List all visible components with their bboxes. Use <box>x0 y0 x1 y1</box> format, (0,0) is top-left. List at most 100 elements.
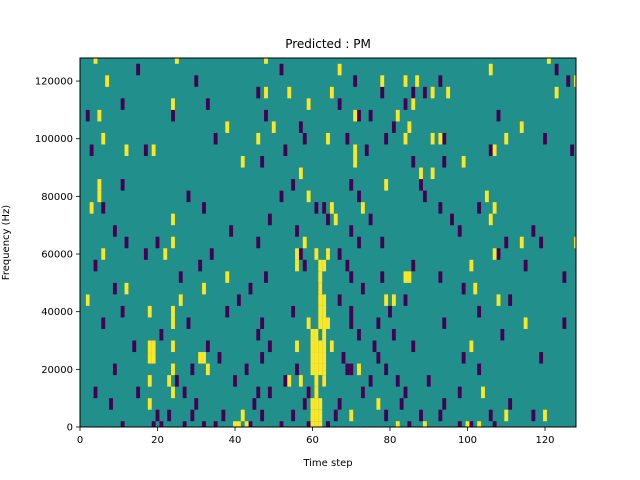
heatmap-cell-low <box>349 179 354 191</box>
heatmap-cell-high <box>353 156 358 168</box>
heatmap-cell-high <box>318 317 323 329</box>
heatmap-cell-high <box>322 340 327 353</box>
heatmap-cell-low <box>337 248 342 260</box>
heatmap-cell-low <box>256 236 261 249</box>
heatmap-cell-high <box>310 352 315 364</box>
heatmap-cell-low <box>422 190 427 203</box>
heatmap-cell-high <box>101 132 106 145</box>
heatmap-cell-low <box>554 63 559 76</box>
heatmap-cell-high <box>93 58 98 64</box>
heatmap-cell-high <box>326 132 330 145</box>
heatmap-cell-low <box>337 98 342 110</box>
heatmap-cell-low <box>109 398 113 410</box>
heatmap-cell-high <box>151 340 156 353</box>
heatmap-cell-high <box>318 363 323 376</box>
heatmap-cell-low <box>543 132 547 145</box>
heatmap-cell-high <box>329 86 334 99</box>
heatmap-cell-high <box>322 363 327 376</box>
heatmap-cell-high <box>295 259 299 272</box>
heatmap-cell-low <box>186 317 191 329</box>
heatmap-cell-high <box>415 75 420 87</box>
heatmap-cell-low <box>562 271 567 283</box>
heatmap-cell-low <box>570 144 575 157</box>
heatmap-cell-high <box>314 328 319 341</box>
heatmap-cell-low <box>403 98 408 110</box>
heatmap-cell-high <box>236 421 241 427</box>
heatmap-cell-high <box>446 86 451 99</box>
heatmap-cell-high <box>403 132 408 145</box>
heatmap-cell-high <box>504 409 509 422</box>
heatmap-cell-low <box>159 328 164 341</box>
y-tick-label: 100000 <box>35 134 73 145</box>
heatmap-cell-low <box>124 236 129 249</box>
heatmap-cell-low <box>399 398 404 410</box>
heatmap-cell-high <box>329 340 334 353</box>
x-tick-label: 100 <box>458 435 477 446</box>
heatmap-cell-high <box>171 305 175 318</box>
heatmap-cell-high <box>271 121 276 133</box>
heatmap-cell-low <box>442 132 447 145</box>
heatmap-cell-high <box>314 352 319 364</box>
heatmap-cell-low <box>283 144 288 157</box>
heatmap-cell-low <box>380 236 385 249</box>
heatmap-cell-low <box>442 317 447 329</box>
heatmap-cell-low <box>136 386 141 399</box>
y-tick-label: 60000 <box>41 250 73 261</box>
heatmap-cell-high <box>147 352 152 364</box>
x-tick-label: 0 <box>77 435 83 446</box>
heatmap-cell-low <box>217 352 222 364</box>
x-tick-label: 80 <box>384 435 397 446</box>
heatmap-cell-high <box>85 294 90 306</box>
heatmap-cell-low <box>302 259 307 272</box>
heatmap-cell-high <box>546 58 551 64</box>
heatmap-cell-low <box>391 328 396 341</box>
heatmap-cell-low <box>159 421 164 427</box>
heatmap-cell-high <box>384 179 389 191</box>
heatmap-cell-low <box>368 375 373 387</box>
heatmap-cell-low <box>357 109 361 122</box>
heatmap-cell-high <box>469 259 474 272</box>
heatmap-cell-low <box>457 386 462 399</box>
heatmap-cell-high <box>430 167 435 180</box>
heatmap-cell-low <box>248 421 253 427</box>
heatmap-cell-low <box>380 86 385 99</box>
heatmap-cell-low <box>337 294 342 306</box>
heatmap-cell-low <box>442 156 447 168</box>
heatmap-cell-low <box>302 398 307 410</box>
heatmap-cell-low <box>93 386 98 399</box>
heatmap-cell-low <box>562 317 567 329</box>
heatmap-cell-low <box>136 63 141 76</box>
heatmap-cell-high <box>322 375 327 387</box>
heatmap-cell-high <box>326 248 330 260</box>
heatmap-cell-low <box>205 340 210 353</box>
plot-area <box>79 57 577 428</box>
heatmap-cell-low <box>411 259 416 272</box>
heatmap-cell-high <box>477 421 482 427</box>
heatmap-cell-high <box>202 352 206 364</box>
heatmap-cell-low <box>419 179 423 191</box>
heatmap-cell-high <box>171 236 175 249</box>
heatmap-cell-high <box>167 375 172 387</box>
heatmap-cell-high <box>318 294 323 306</box>
heatmap-cell-high <box>310 340 315 353</box>
heatmap-cell-low <box>345 259 350 272</box>
heatmap-cell-low <box>496 109 501 122</box>
heatmap-cell-low <box>120 421 125 427</box>
y-tick-label: 120000 <box>35 77 73 88</box>
heatmap-cell-low <box>256 86 261 99</box>
heatmap-cell-low <box>194 398 199 410</box>
heatmap-cell-high <box>422 421 427 427</box>
heatmap-cell-high <box>256 132 261 145</box>
heatmap-cell-low <box>500 328 505 341</box>
heatmap-cell-high <box>519 236 524 249</box>
heatmap-cell-low <box>267 213 272 226</box>
heatmap-cell-high <box>496 294 501 306</box>
heatmap-cell-high <box>298 375 303 387</box>
heatmap-cell-low <box>322 202 327 214</box>
heatmap-cell-low <box>174 375 179 387</box>
heatmap-cell-low <box>283 375 288 387</box>
heatmap-cell-high <box>264 86 268 99</box>
heatmap-cell-low <box>326 213 330 226</box>
heatmap-cell-high <box>198 352 203 364</box>
heatmap-cell-high <box>295 248 299 260</box>
